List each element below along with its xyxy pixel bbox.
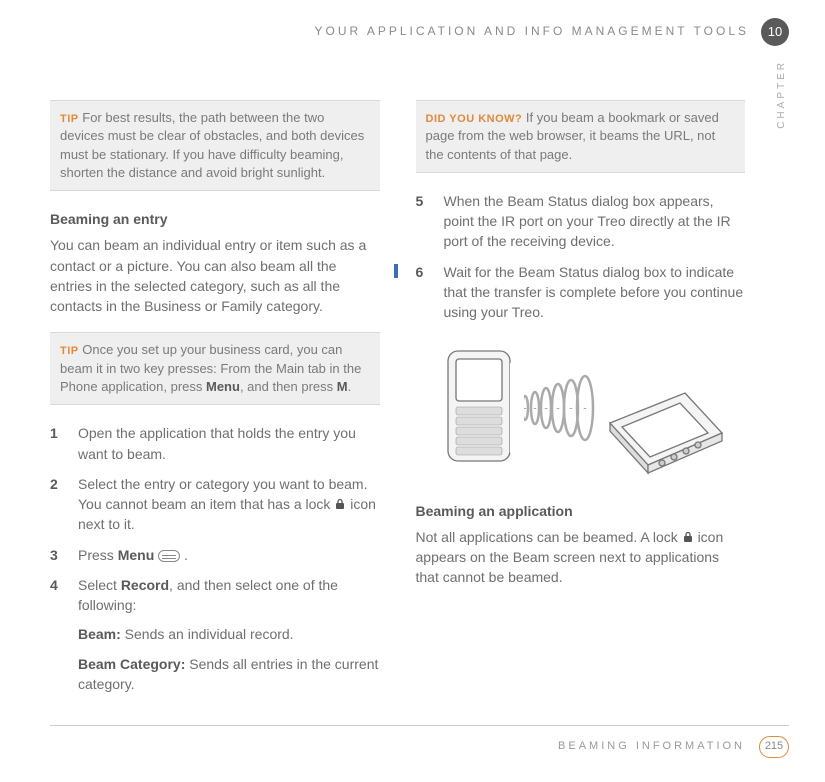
- tip-text-b: , and then press: [240, 379, 337, 394]
- step-text: Press Menu .: [78, 545, 380, 565]
- step-3: 3 Press Menu .: [50, 545, 380, 565]
- step-5: 5 When the Beam Status dialog box appear…: [416, 191, 746, 252]
- running-header: YOUR APPLICATION AND INFO MANAGEMENT TOO…: [314, 23, 749, 40]
- step-number: 1: [50, 423, 64, 464]
- tip-menu-word: Menu: [206, 379, 240, 394]
- step-1: 1 Open the application that holds the en…: [50, 423, 380, 464]
- menu-key-icon: [158, 550, 180, 562]
- step-text: Select Record, and then select one of th…: [78, 575, 380, 644]
- step-number: 5: [416, 191, 430, 252]
- beam-category-block: Beam Category: Sends all entries in the …: [78, 654, 380, 695]
- tip-label: TIP: [60, 345, 79, 357]
- dyk-label: DID YOU KNOW?: [426, 113, 523, 125]
- step-number: 6: [416, 262, 430, 323]
- step-6: 6 Wait for the Beam Status dialog box to…: [416, 262, 746, 323]
- step-text: When the Beam Status dialog box appears,…: [444, 191, 746, 252]
- step-number: 2: [50, 474, 64, 535]
- step-text: Open the application that holds the entr…: [78, 423, 380, 464]
- step-number: 3: [50, 545, 64, 565]
- tip-text: For best results, the path between the t…: [60, 110, 364, 180]
- chapter-label-vertical: CHAPTER: [775, 60, 790, 129]
- tip-label: TIP: [60, 113, 79, 125]
- lock-icon: [334, 495, 346, 507]
- step-2: 2 Select the entry or category you want …: [50, 474, 380, 535]
- heading-beaming-application: Beaming an application: [416, 501, 746, 521]
- step-4: 4 Select Record, and then select one of …: [50, 575, 380, 644]
- tip-box-2: TIP Once you set up your business card, …: [50, 332, 380, 405]
- tip-text-c: .: [348, 379, 352, 394]
- step-text: Wait for the Beam Status dialog box to i…: [444, 262, 746, 323]
- footer-rule: [50, 725, 789, 726]
- page-number: 215: [759, 736, 789, 758]
- lock-icon: [682, 528, 694, 540]
- chapter-number-badge: 10: [761, 18, 789, 46]
- beam-label: Beam:: [78, 626, 121, 642]
- step-text: Select the entry or category you want to…: [78, 474, 380, 535]
- tip-m-word: M: [337, 379, 348, 394]
- step-number: 4: [50, 575, 64, 644]
- beam-text: Sends an individual record.: [121, 626, 294, 642]
- heading-beaming-entry: Beaming an entry: [50, 209, 380, 229]
- beam-category-label: Beam Category:: [78, 656, 185, 672]
- para-beaming-entry: You can beam an individual entry or item…: [50, 235, 380, 316]
- did-you-know-box: DID YOU KNOW? If you beam a bookmark or …: [416, 100, 746, 173]
- beaming-figure: [416, 333, 746, 483]
- para-beaming-application: Not all applications can be beamed. A lo…: [416, 527, 746, 588]
- tip-box-1: TIP For best results, the path between t…: [50, 100, 380, 191]
- footer-section-title: BEAMING INFORMATION: [558, 739, 745, 755]
